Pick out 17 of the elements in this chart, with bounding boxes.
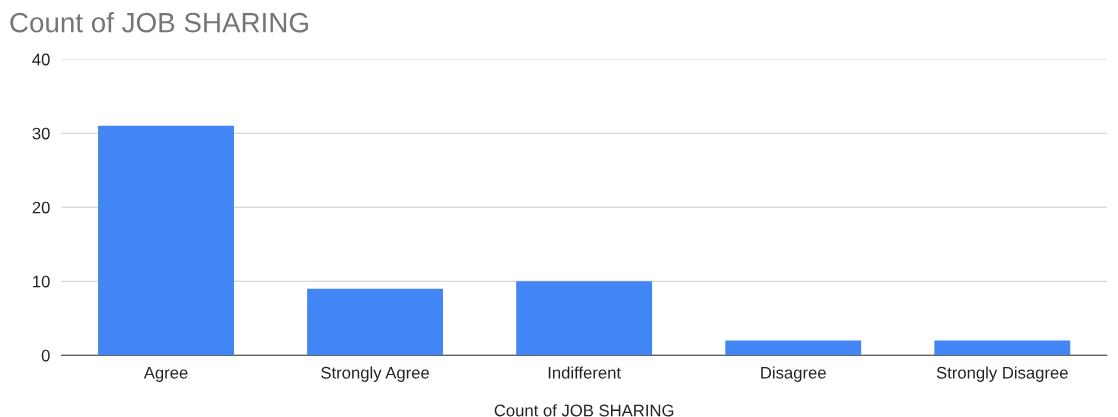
y-tick-label: 20	[32, 201, 50, 214]
x-axis-title: Count of JOB SHARING	[494, 404, 674, 417]
x-tick-label: Strongly Disagree	[936, 366, 1068, 382]
x-tick-label: Indifferent	[548, 366, 621, 379]
y-tick-label: 0	[41, 349, 50, 362]
bar	[516, 281, 653, 356]
x-tick-label: Agree	[143, 367, 188, 382]
y-tick-label: 40	[32, 53, 50, 66]
x-tick-label: Strongly Agree	[321, 366, 430, 382]
bar	[307, 288, 444, 356]
x-tick-label: Disagree	[761, 366, 826, 382]
y-tick-label: 30	[32, 127, 50, 140]
chart-title: Count of JOB SHARING	[10, 12, 308, 33]
y-tick-label: 10	[33, 275, 50, 288]
bar	[98, 125, 234, 356]
bar	[725, 340, 862, 356]
bar	[934, 340, 1071, 356]
